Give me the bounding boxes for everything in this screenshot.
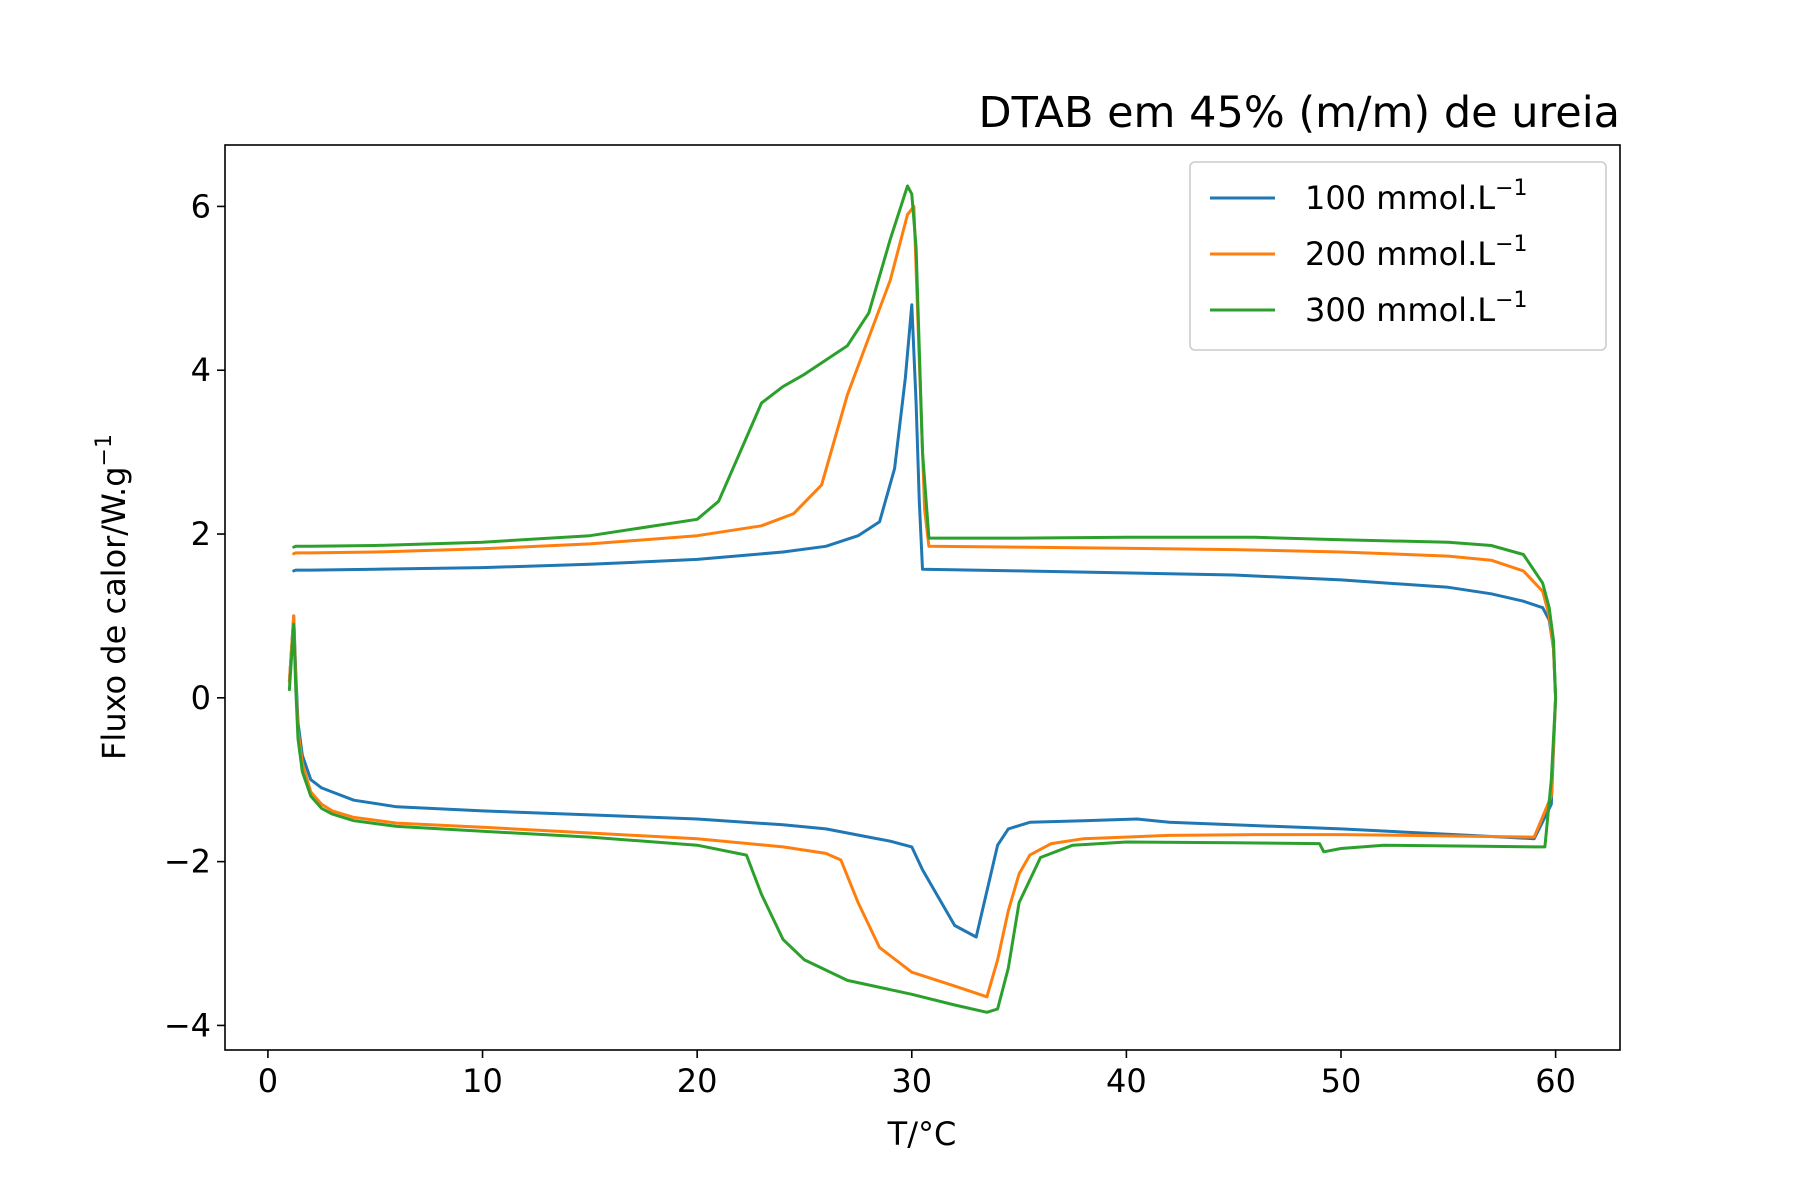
x-tick-label: 40 — [1106, 1062, 1147, 1100]
x-tick-label: 50 — [1321, 1062, 1362, 1100]
x-tick-label: 20 — [677, 1062, 718, 1100]
series-line-1 — [287, 303, 1558, 939]
x-tick-label: 60 — [1535, 1062, 1576, 1100]
series-line-3 — [287, 184, 1558, 1014]
plot-frame — [224, 144, 1621, 1051]
x-axis-label: T/°C — [887, 1115, 957, 1153]
y-tick-label: 6 — [191, 187, 211, 225]
chart-title: DTAB em 45% (m/m) de ureia — [978, 88, 1620, 138]
y-axis: −4 −2 0 2 4 6 — [164, 187, 225, 1044]
series-layer — [287, 184, 1558, 1014]
y-tick-label: 4 — [191, 351, 211, 389]
series-line-2 — [287, 204, 1558, 999]
legend-box — [1189, 161, 1607, 351]
y-tick-label: 0 — [191, 679, 211, 717]
legend-label-3: 300 mmol.L−1 — [1305, 288, 1528, 329]
y-tick-label: −2 — [164, 843, 211, 881]
x-tick-label: 10 — [462, 1062, 503, 1100]
y-axis-label: Fluxo de calor/W.g−1 — [92, 434, 133, 760]
x-tick-label: 0 — [258, 1062, 278, 1100]
legend: 100 mmol.L−1 200 mmol.L−1 300 mmol.L−1 — [1189, 161, 1607, 351]
x-tick-label: 30 — [891, 1062, 932, 1100]
y-axis-label-base: Fluxo de calor/W.g — [95, 466, 133, 760]
legend-label-1: 100 mmol.L−1 — [1305, 176, 1528, 217]
x-axis: 0 10 20 30 40 50 60 — [258, 1050, 1576, 1100]
y-tick-label: −4 — [164, 1006, 211, 1044]
y-axis-label-sup: −1 — [92, 434, 117, 466]
legend-label-2: 200 mmol.L−1 — [1305, 232, 1528, 273]
y-tick-label: 2 — [191, 515, 211, 553]
